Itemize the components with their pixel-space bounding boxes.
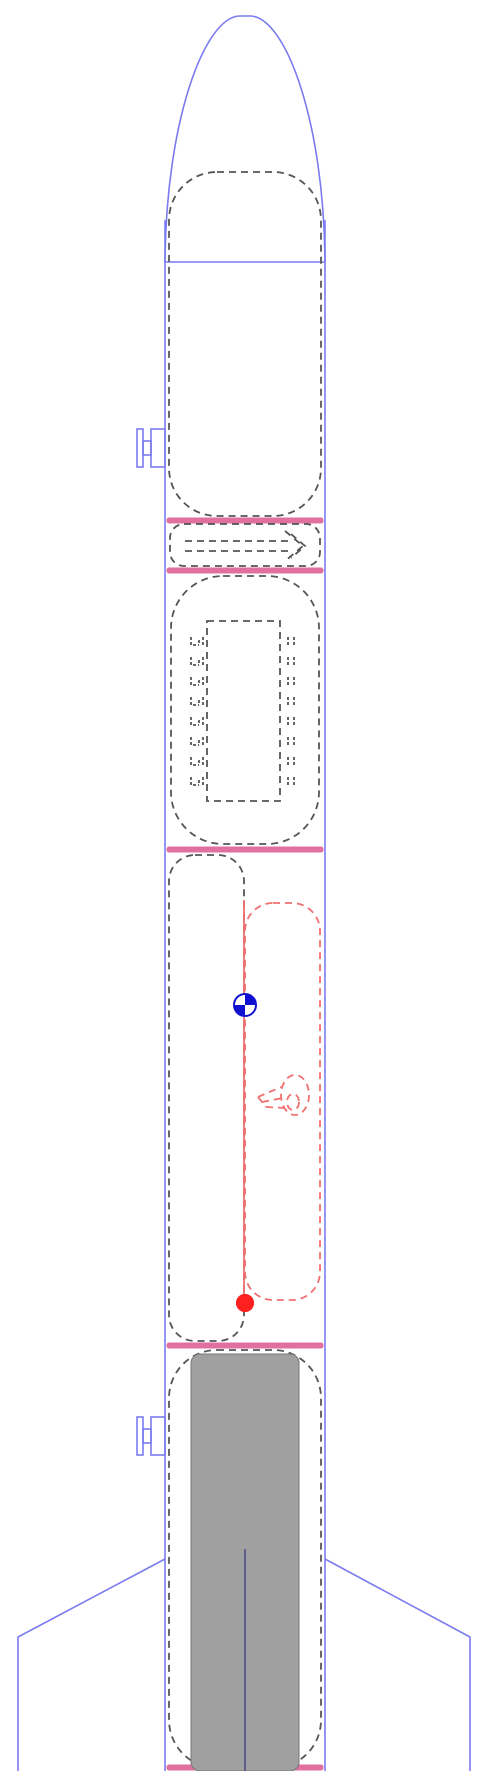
bulkhead-3[interactable] xyxy=(166,846,324,853)
bolt-left xyxy=(190,777,204,786)
avionics-bolts-left xyxy=(190,637,204,786)
rail-button-icon xyxy=(136,428,144,468)
cp-dot-icon xyxy=(236,1294,254,1312)
bolt-right xyxy=(287,657,295,665)
rail-button-lower[interactable] xyxy=(136,1416,166,1456)
bulkhead-4[interactable] xyxy=(166,1342,324,1349)
bolt-left xyxy=(190,697,204,706)
deployment-bay[interactable] xyxy=(168,854,245,1342)
bolt-left xyxy=(190,637,204,646)
avionics-bay[interactable] xyxy=(170,575,320,845)
bolt-left xyxy=(190,657,204,666)
rail-button-stem xyxy=(142,1428,152,1444)
rail-button-upper[interactable] xyxy=(136,428,166,468)
bolt-left xyxy=(190,717,204,726)
rail-button-head xyxy=(150,1416,166,1456)
bolt-right xyxy=(287,737,295,745)
bolt-left xyxy=(190,737,204,746)
avionics-bolts-right xyxy=(287,637,295,785)
bolt-left xyxy=(190,677,204,686)
bolt-right xyxy=(287,637,295,645)
bolt-left xyxy=(190,757,204,766)
bulkhead-1[interactable] xyxy=(166,517,324,524)
fin-right[interactable] xyxy=(324,1558,471,1771)
nose-cone[interactable] xyxy=(164,15,326,263)
shock-cord-compartment[interactable] xyxy=(169,523,321,567)
cg-marker[interactable] xyxy=(233,993,257,1017)
bolt-right xyxy=(287,757,295,765)
bolt-right xyxy=(287,717,295,725)
rail-button-stem xyxy=(142,440,152,456)
payload-bay-upper[interactable] xyxy=(168,171,322,517)
bolt-right xyxy=(287,777,295,785)
rail-button-head xyxy=(150,428,166,468)
streamer-icon xyxy=(257,1074,310,1116)
rail-button-icon xyxy=(136,1416,144,1456)
bolt-right xyxy=(287,677,295,685)
fin-left[interactable] xyxy=(17,1558,166,1771)
bolt-right xyxy=(287,697,295,705)
avionics-sled[interactable] xyxy=(206,620,281,802)
bulkhead-2[interactable] xyxy=(166,567,324,574)
parachute-packed[interactable] xyxy=(244,902,321,1301)
arrow-indicator xyxy=(185,530,307,562)
